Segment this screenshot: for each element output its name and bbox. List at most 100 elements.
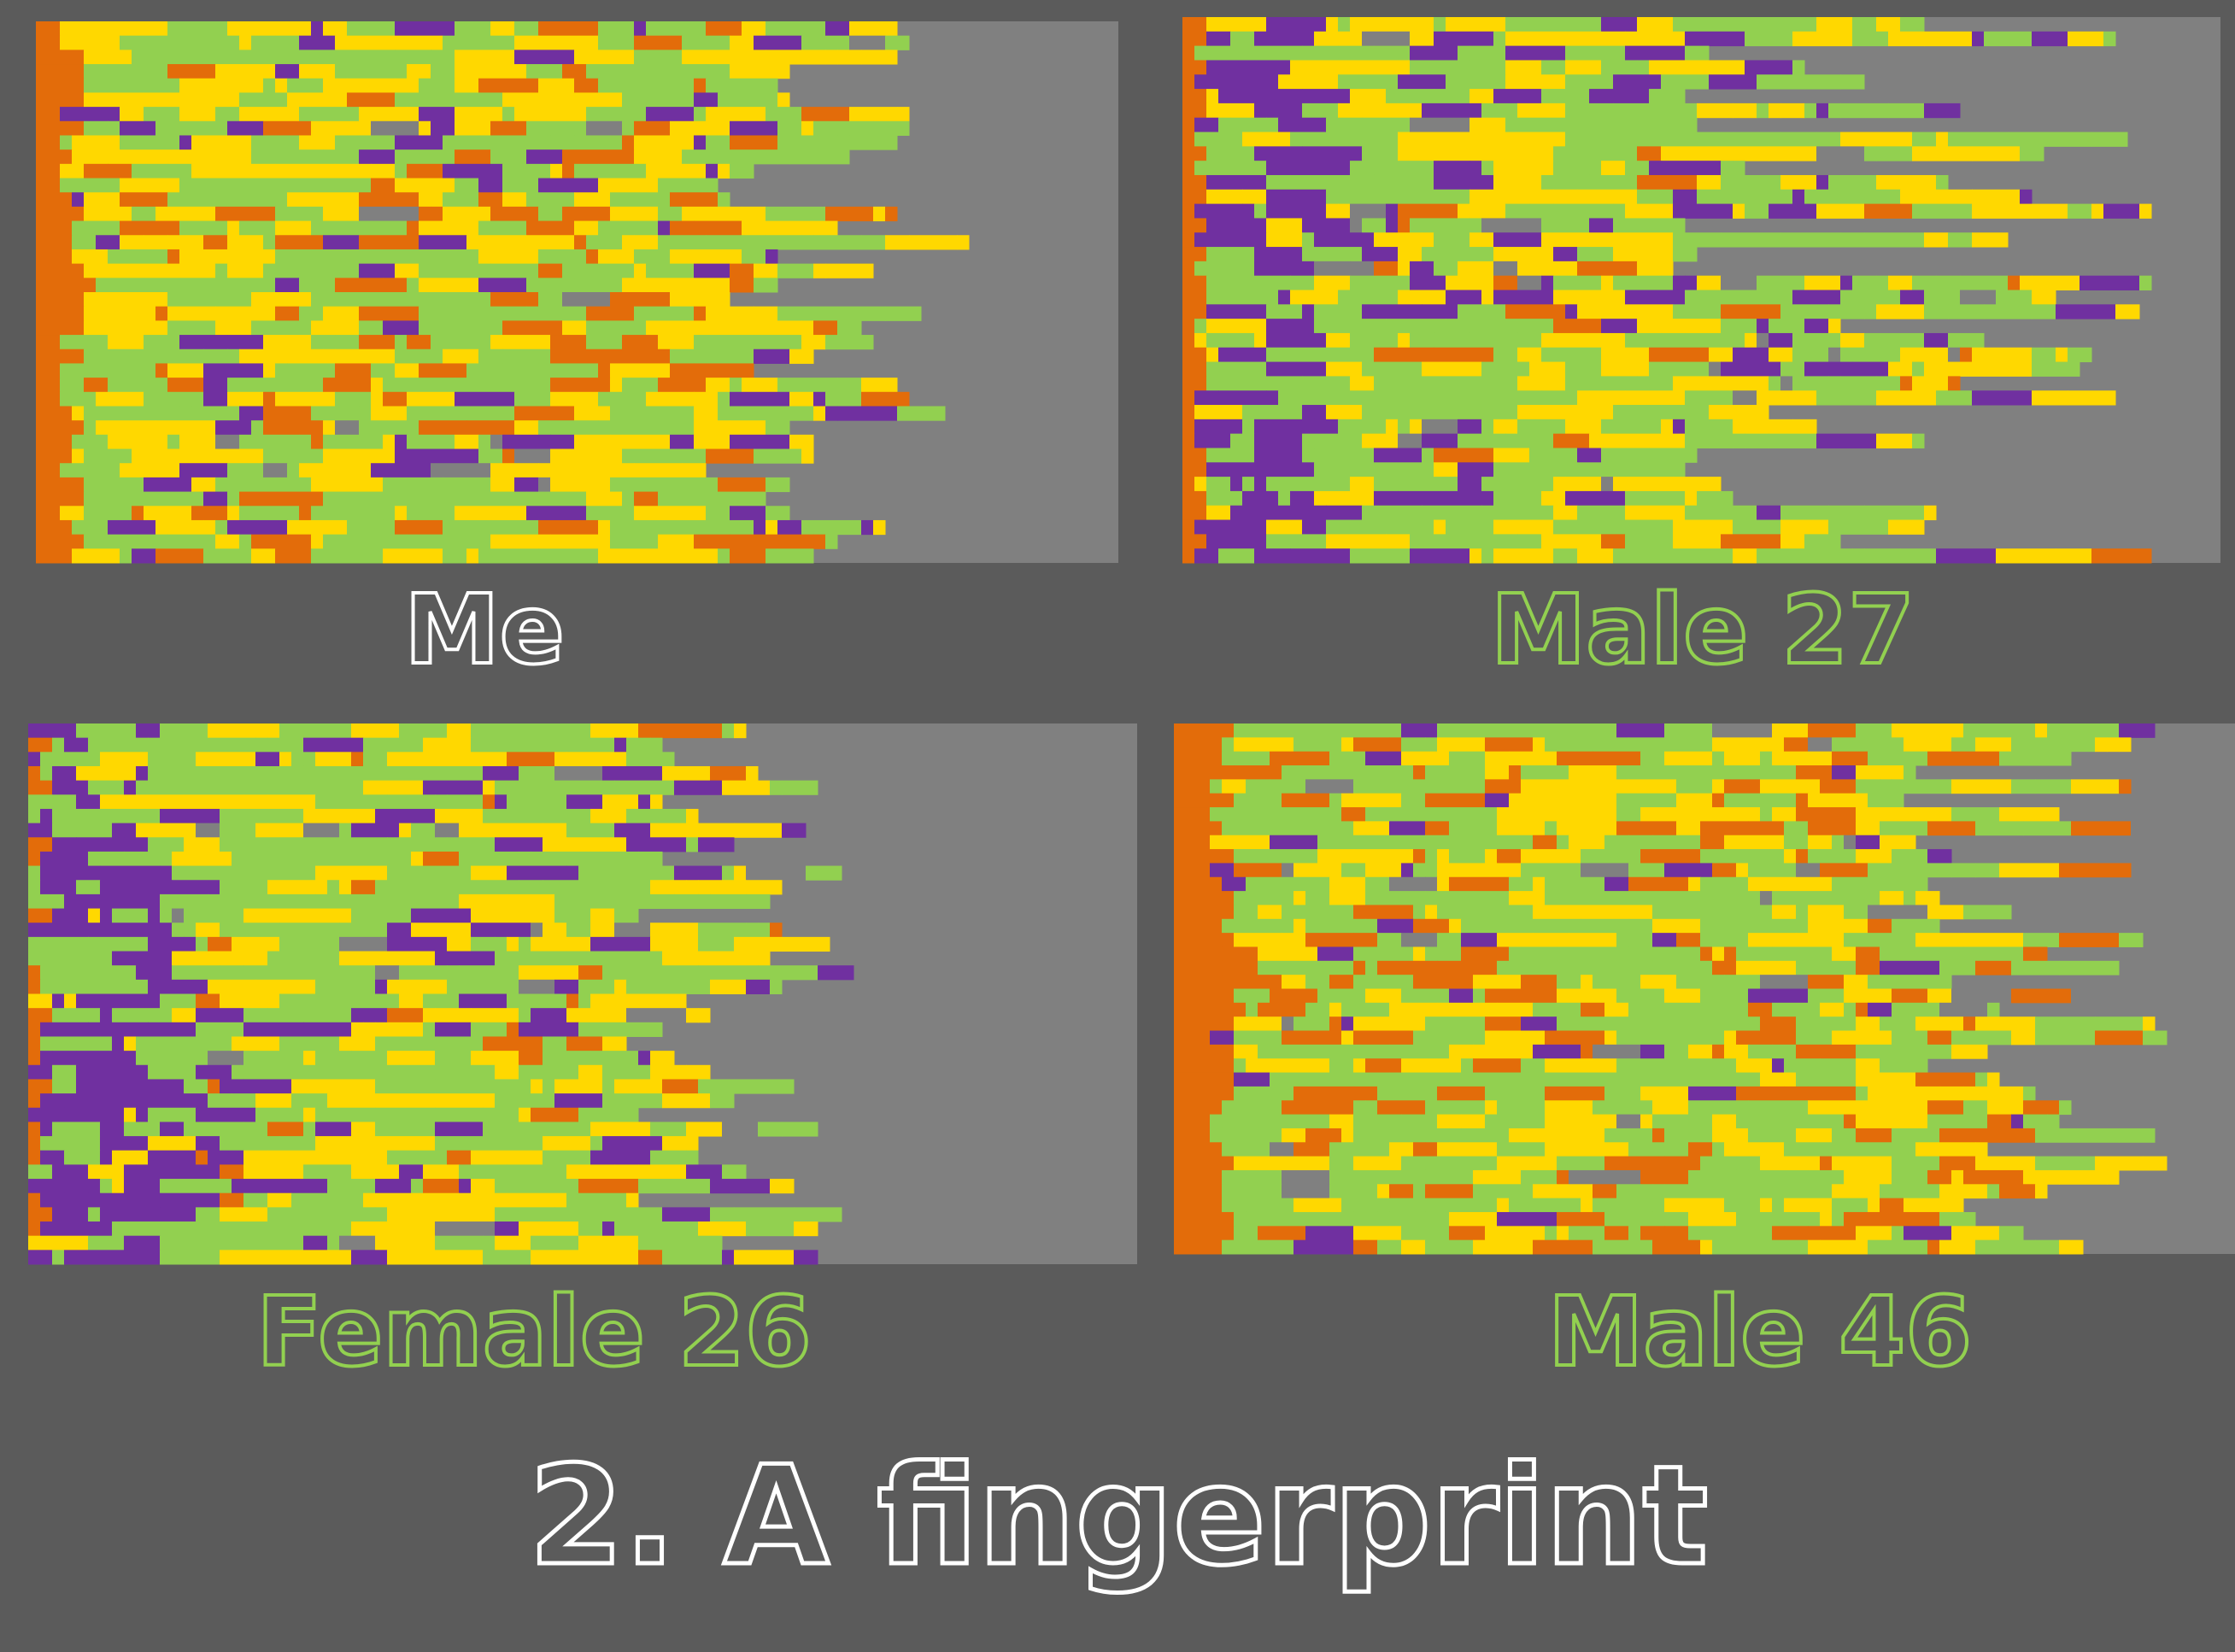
heatmap-cell [132,163,168,179]
heatmap-cell [1796,1211,1821,1227]
heatmap-cell [1266,189,1327,205]
heatmap-cell [239,534,252,549]
heatmap-cell [1194,261,1255,277]
heatmap-cell [1792,31,1853,47]
heatmap-cell [1975,1016,2036,1032]
heatmap-cell [1927,821,1976,836]
heatmap-cell [614,893,675,910]
heatmap-cell [777,519,802,536]
heatmap-cell [1314,31,1363,47]
heatmap-cell [1174,1030,1211,1046]
heatmap-cell [777,149,790,165]
heatmap-cell [1545,1114,1557,1129]
heatmap-cell [411,908,472,923]
heatmap-cell [72,434,85,450]
heatmap-cell [1709,146,1769,161]
heatmap-cell [383,519,396,536]
heatmap-cell [1697,275,1722,290]
heatmap-cell [670,349,719,364]
heatmap-cell [1374,519,1434,535]
heatmap-cell [399,965,448,981]
heatmap-cell [148,837,185,852]
heatmap-cell [483,1122,531,1137]
heatmap-cell [243,1064,292,1080]
heatmap-cell [2091,548,2152,564]
heatmap-cell [383,278,408,293]
heatmap-cell [399,1164,424,1180]
heatmap-cell [1760,1239,1809,1255]
heatmap-cell [1517,347,1530,363]
heatmap-cell [251,420,264,436]
heatmap-cell [431,306,479,321]
heatmap-cell [172,865,232,881]
heatmap-cell [1816,146,1865,161]
heatmap-cell [351,1122,364,1137]
heatmap-cell [1553,505,1578,521]
heatmap-cell [1784,737,1809,753]
heatmap-cell [88,908,101,923]
heatmap-cell [1493,548,1554,564]
heatmap-cell [1461,1058,1474,1074]
heatmap-cell [40,1150,65,1165]
heatmap-cell [136,1036,185,1052]
heatmap-cell [538,78,575,93]
heatmap-cell [1601,161,1626,176]
heatmap-cell [1389,1072,1450,1087]
heatmap-cell [1637,189,1674,205]
heatmap-cell [1293,1142,1306,1157]
heatmap-cell [1350,332,1399,349]
heatmap-cell [1625,534,1638,549]
heatmap-cell [1951,1169,1964,1185]
heatmap-cell [1278,490,1291,507]
heatmap-cell [339,880,352,895]
heatmap-cell [36,163,61,179]
heatmap-cell [1601,275,1614,290]
heatmap-cell [179,107,216,122]
heatmap-cell [758,965,818,981]
heatmap-cell [1254,103,1303,119]
heatmap-cell [1613,203,1626,219]
heatmap-cell [1553,319,1602,334]
heatmap-cell [108,519,156,536]
heatmap-cell [1960,347,1973,363]
heatmap-cell [303,737,364,753]
heatmap-cell [694,506,707,521]
heatmap-cell [1389,1016,1426,1032]
heatmap-cell [395,434,408,450]
heatmap-cell [1808,975,1845,989]
heatmap-cell [566,1036,603,1052]
heatmap-cell [662,951,723,966]
heatmap-cell [1365,835,1426,850]
heatmap-cell [1972,347,2033,363]
heatmap-cell [84,306,97,321]
heatmap-cell [1733,161,1745,176]
heatmap-cell [36,519,73,536]
heatmap-cell [1832,891,1880,905]
heatmap-cell [315,765,364,782]
heatmap-cell [455,349,479,364]
heatmap-cell [770,1079,795,1094]
heatmap-cell [2107,737,2120,753]
heatmap-cell [208,979,220,994]
heatmap-cell [1664,751,1713,766]
heatmap-cell [1254,203,1267,219]
heatmap-cell [1927,807,1952,822]
heatmap-cell [144,292,168,308]
heatmap-cell [674,780,723,795]
heatmap-cell [1804,319,1829,334]
heatmap-cell [1258,1198,1294,1213]
heatmap-cell [1353,737,1390,753]
heatmap-cell [435,808,484,824]
heatmap-cell [1673,304,1722,319]
heatmap-cell [1915,891,1940,905]
heatmap-cell [148,1107,197,1122]
heatmap-cell [1637,174,1698,190]
heatmap-cell [435,1221,496,1237]
heatmap-cell [251,263,264,278]
heatmap-cell [766,477,790,493]
heatmap-cell [1338,203,1351,219]
heatmap-cell [519,765,555,782]
heatmap-cell [543,1136,591,1151]
heatmap-cell [1282,1169,1330,1185]
heatmap-cell [2035,723,2048,738]
